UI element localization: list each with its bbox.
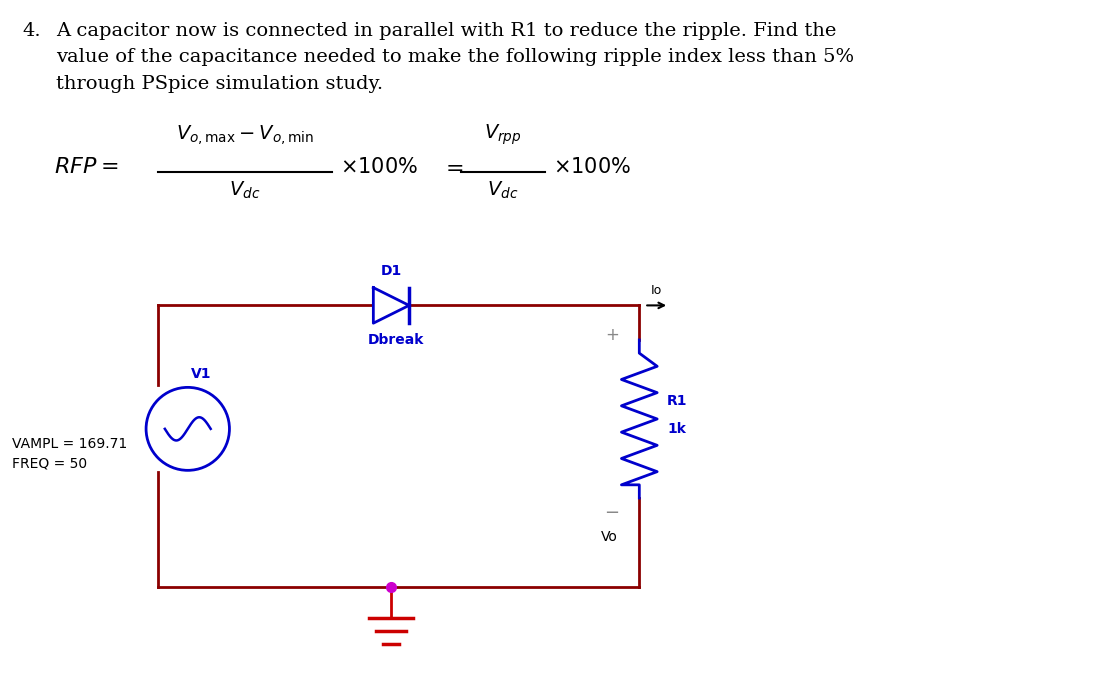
Text: $\mathit{V}_{rpp}$: $\mathit{V}_{rpp}$: [484, 123, 522, 147]
Text: 1k: 1k: [667, 422, 686, 436]
Text: Dbreak: Dbreak: [367, 333, 425, 347]
Text: Io: Io: [652, 284, 663, 298]
Text: V1: V1: [191, 367, 212, 381]
Text: $\mathit{V}_{dc}$: $\mathit{V}_{dc}$: [487, 180, 519, 201]
Text: −: −: [604, 504, 620, 522]
Text: D1: D1: [381, 264, 402, 277]
Text: $\mathit{RFP}=$: $\mathit{RFP}=$: [54, 156, 118, 178]
Text: R1: R1: [667, 394, 688, 408]
Text: $\times100\%$: $\times100\%$: [340, 157, 418, 177]
Text: $\times100\%$: $\times100\%$: [553, 157, 631, 177]
Text: Vo: Vo: [600, 531, 618, 545]
Text: $\mathit{V}_{o,\mathrm{max}}-\mathit{V}_{o,\mathrm{min}}$: $\mathit{V}_{o,\mathrm{max}}-\mathit{V}_…: [176, 124, 314, 147]
Text: $\mathit{V}_{dc}$: $\mathit{V}_{dc}$: [229, 180, 260, 201]
Text: VAMPL = 169.71: VAMPL = 169.71: [12, 437, 127, 451]
Text: 4.: 4.: [22, 22, 41, 40]
Text: FREQ = 50: FREQ = 50: [12, 456, 88, 470]
Text: $=$: $=$: [441, 156, 463, 178]
Text: +: +: [606, 326, 620, 344]
Text: A capacitor now is connected in parallel with R1 to reduce the ripple. Find the
: A capacitor now is connected in parallel…: [56, 22, 853, 92]
